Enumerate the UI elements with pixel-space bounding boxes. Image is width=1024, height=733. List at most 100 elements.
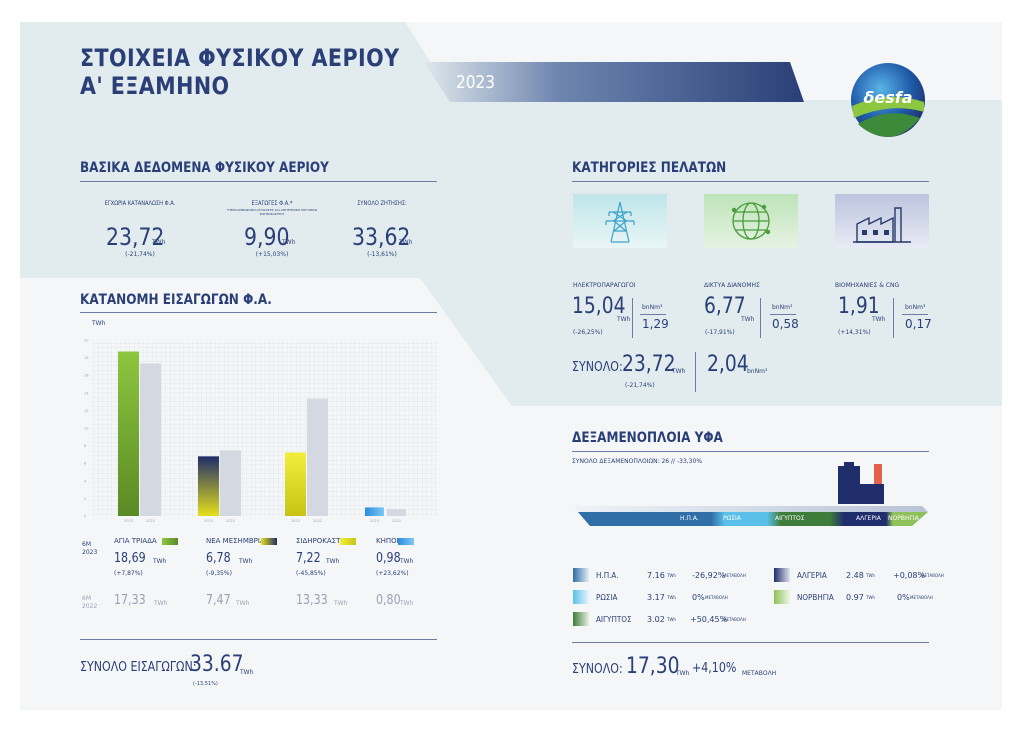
lng-swatch-egypt [573,612,589,626]
customers-total-change: (-21,74%) [625,382,655,389]
category-divider [632,298,633,338]
lng-value: 3.02 [647,615,665,624]
y-tick-label: 2 [84,497,86,501]
lng-total-rule [572,642,929,643]
legend-unit: TWh [400,558,414,565]
legend-unit: TWh [326,558,340,565]
y-tick-label: 18 [84,356,88,360]
lng-title: ΔΕΞΑΜΕΝΟΠΛΟΙΑ ΥΦΑ [572,430,723,446]
y-tick-label: 10 [84,427,88,431]
kpi-change: (-13,61%) [367,251,397,258]
legend-name: ΝΕΑ ΜΕΣΗΜΒΡΙΑ [206,537,265,545]
category-change: (-17,91%) [705,329,735,336]
lng-total-value: 17,30 [626,654,680,679]
category-divider [760,298,761,338]
lng-change-word: ΜΕΤΑΒΟΛΗ [705,595,728,600]
ship-label-algeria: ΑΛΓΕΡΙΑ [856,515,881,522]
kpi-footnote: *ΠΕΡΙΛΑΜΒΑΝΟΝΤΑΙ ΕΞΑΓΩΓΕΣ ΚΑΙ ΑΝΤΙΣΤΡΟΦΗ… [226,208,318,216]
legend-value-2022: 17,33 [114,593,146,608]
lng-name: ΡΩΣΙΑ [596,593,618,602]
title-line-2: Α' ΕΞΑΜΗΝΟ [80,72,230,100]
legend-change: (+7,87%) [114,570,143,577]
customers-total-value: 23,72 [622,352,676,377]
lng-change: 0% [897,593,910,602]
legend-kipoi: ΚΗΠΟΙ 0,98 TWh (+23,62%) 0,80 TWh [376,535,436,615]
y-tick-label: 12 [84,409,88,413]
bar-2023-0 [118,351,139,516]
legend-value-2023: 0,98 [376,551,401,566]
lng-change: 0% [692,593,705,602]
customers-total-label: ΣΥΝΟΛΟ: [572,360,623,375]
bar-2023-3 [365,507,384,516]
kpi-label: ΣΥΝΟΛΟ ΖΗΤΗΣΗΣ: [357,200,407,207]
lng-name: ΑΛΓΕΡΙΑ [797,571,827,580]
lng-change: -26,92% [692,571,726,580]
y-tick-label: 8 [84,444,86,448]
category-bnm-rule [640,314,666,315]
bar-2022-0 [140,363,161,516]
imports-total-rule [80,639,437,640]
basic-data-title: ΒΑΣΙΚΑ ΔΕΔΟΜΕΝΑ ΦΥΣΙΚΟΥ ΑΕΡΙΟΥ [80,160,329,176]
legend-value-2022: 0,80 [376,593,401,608]
x-tick-label: 2023 [124,519,133,523]
lng-change-word: ΜΕΤΑΒΟΛΗ [921,573,944,578]
kpi-unit: TWh [152,239,166,246]
category-change: (+14,31%) [838,329,871,336]
ship-label-egypt: ΑΙΓΥΠΤΟΣ [775,515,805,522]
legend-value-2022: 7,47 [206,593,231,608]
category-label-industry: ΒΙΟΜΗΧΑΝΙΕΣ & CNG [835,282,900,289]
x-tick-label: 2022 [392,519,401,523]
lng-total-label: ΣΥΝΟΛΟ: [572,662,623,677]
lng-value: 3.17 [647,593,665,602]
legend-change: (+23,62%) [376,570,409,577]
kpi-change: (-21,74%) [125,251,155,258]
legend-sidirokastro: ΣΙΔΗΡΟΚΑΣΤΡΟ 7,22 TWh (-45,85%) 13,33 TW… [296,535,376,615]
imports-total-change: (-13,51%) [193,681,218,687]
lng-total-change-word: ΜΕΤΑΒΟΛΗ [742,670,777,677]
lng-swatch-algeria [774,568,790,582]
x-tick-label: 2022 [226,519,235,523]
legend-name: ΑΓΙΑ ΤΡΙΑΔΑ [114,537,157,545]
title-line-1: ΣΤΟΙΧΕΙΑ ΦΥΣΙΚΟΥ ΑΕΡΙΟΥ [80,44,400,72]
y-tick-label: 16 [84,374,88,378]
category-bnm-rule [902,314,928,315]
customer-categories-title: ΚΑΤΗΓΟΡΙΕΣ ΠΕΛΑΤΩΝ [572,160,727,176]
category-bnm-label: bnNm³ [772,304,793,311]
category-change: (-26,25%) [573,329,603,336]
lng-name: ΑΙΓΥΠΤΟΣ [596,615,632,624]
kpi-exports: ΕΞΑΓΩΓΕΣ Φ.Α.* *ΠΕΡΙΛΑΜΒΑΝΟΝΤΑΙ ΕΞΑΓΩΓΕΣ… [222,200,322,258]
kpi-change: (+15,03%) [255,251,289,258]
legend-unit: TWh [154,600,168,607]
category-label-power-producers: ΗΛΕΚΤΡΟΠΑΡΑΓΩΓΟΙ [573,282,636,289]
bar-2023-1 [198,456,219,516]
x-tick-label: 2023 [370,519,379,523]
lng-change-word: ΜΕΤΑΒΟΛΗ [723,617,746,622]
category-bnm-value: 1,29 [642,317,669,331]
lng-unit: TWh [866,573,875,578]
category-value: 6,77 [704,294,746,319]
category-value: 15,04 [572,294,626,319]
power-tower-icon [573,194,667,248]
lng-unit: TWh [866,595,875,600]
lng-subtitle: ΣΥΝΟΛΟ ΔΕΞΑΜΕΝΟΠΛΟΙΩΝ: 26 // -33,30% [572,458,703,465]
bar-2022-3 [387,508,406,516]
lng-total-unit: TWh [676,670,690,677]
y-tick-label: 14 [84,391,89,395]
legend-swatch [162,538,178,545]
kpi-total-demand: ΣΥΝΟΛΟ ΖΗΤΗΣΗΣ: 33,62 TWh (-13,61%) [332,200,432,258]
lng-change-word: ΜΕΤΑΒΟΛΗ [723,573,746,578]
period-previous-label: 6M 2022 [82,595,98,610]
x-tick-label: 2022 [313,519,322,523]
year-label: 2023 [456,72,495,93]
kpi-value: 9,90 [244,223,290,251]
customer-categories-rule [572,181,929,182]
legend-name: ΣΙΔΗΡΟΚΑΣΤΡΟ [296,537,351,545]
category-value: 1,91 [838,294,880,319]
imports-total-unit: TWh [240,669,254,676]
legend-nea-mesimvria: ΝΕΑ ΜΕΣΗΜΒΡΙΑ 6,78 TWh (-9,35%) 7,47 TWh [206,535,286,615]
customers-total-bnm: 2,04 [707,352,749,377]
globe-network-icon [704,194,798,248]
legend-swatch [340,538,356,545]
customers-total-bnm-unit: bnNm³ [747,368,768,375]
legend-agia-triada: ΑΓΙΑ ΤΡΙΑΔΑ 18,69 TWh (+7,87%) 17,33 TWh [114,535,194,615]
